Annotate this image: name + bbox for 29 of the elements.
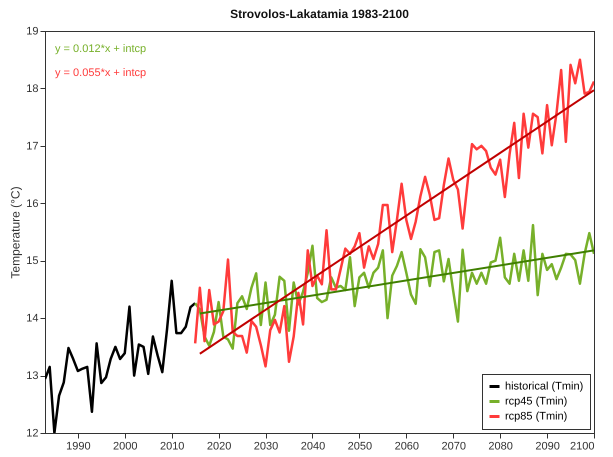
y-tick-label: 19 (26, 26, 38, 38)
x-tick-label: 2080 (488, 440, 513, 452)
x-tick-label: 2010 (160, 440, 184, 452)
x-tick-label: 2000 (113, 440, 138, 452)
x-tick-label: 2070 (441, 440, 466, 452)
line-series (45, 280, 196, 433)
chart-title: Strovolos-Lakatamia 1983-2100 (230, 7, 410, 21)
y-tick-label: 12 (26, 428, 38, 440)
x-tick-label: 1990 (66, 440, 91, 452)
annotation: y = 0.055*x + intcp (55, 67, 146, 79)
legend-label: rcp85 (Tmin) (505, 410, 568, 422)
line-series (194, 58, 594, 368)
legend-label: historical (Tmin) (505, 380, 584, 392)
x-tick-label: 2030 (254, 440, 278, 452)
x-tick-label: 2100 (570, 440, 594, 452)
x-tick-label: 2050 (348, 440, 372, 452)
legend-label: rcp45 (Tmin) (505, 396, 568, 408)
y-axis-title: Temperature (°C) (8, 186, 22, 279)
y-tick-label: 18 (26, 82, 38, 95)
y-tick-label: 13 (26, 370, 38, 382)
x-tick-label: 2060 (394, 440, 420, 452)
y-tick-label: 16 (26, 198, 38, 210)
x-tick-label: 2020 (206, 440, 232, 452)
annotation: y = 0.012*x + intcp (55, 43, 146, 55)
y-tick-label: 14 (26, 312, 38, 325)
x-tick-label: 2040 (300, 440, 326, 452)
x-tick-label: 2090 (535, 440, 560, 452)
y-tick-label: 15 (26, 255, 38, 268)
y-tick-label: 17 (26, 140, 38, 152)
